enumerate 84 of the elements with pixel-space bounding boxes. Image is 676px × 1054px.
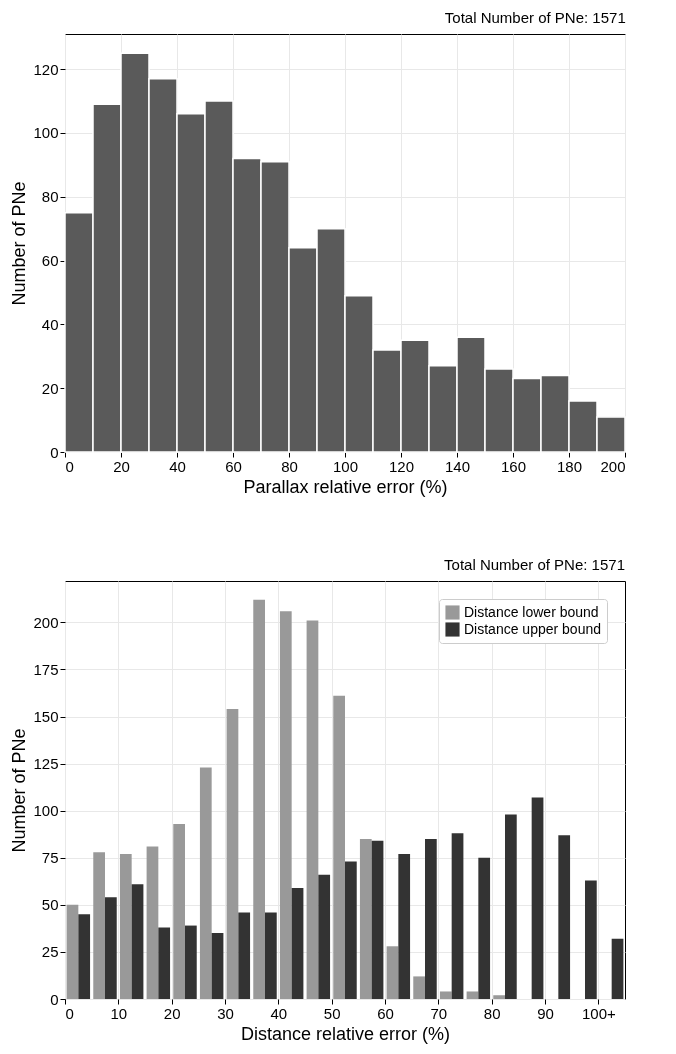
x-tick-label: 0 <box>65 457 74 475</box>
x-tick-label: 180 <box>556 457 583 475</box>
bar <box>318 874 331 999</box>
x-tick-label: 200 <box>600 457 626 475</box>
bar <box>493 995 505 999</box>
y-axis-title: Number of PNe <box>9 181 30 306</box>
x-tick-label: 90 <box>537 1004 554 1022</box>
bar <box>211 933 224 999</box>
y-tick-label: 0 <box>50 990 59 1008</box>
bar <box>78 914 91 999</box>
bar <box>345 861 357 999</box>
bar <box>505 814 517 999</box>
chart-title: Total Number of PNe: 1571 <box>444 9 626 26</box>
y-tick-label: 60 <box>41 252 59 270</box>
x-tick-label: 60 <box>377 1004 394 1022</box>
y-tick-label: 120 <box>33 60 59 78</box>
y-axis-title: Number of PNe <box>9 728 30 853</box>
bar <box>611 938 624 999</box>
x-tick-label: 120 <box>388 457 415 475</box>
y-tick-label: 125 <box>33 755 59 773</box>
bar <box>146 846 159 999</box>
bar <box>333 695 345 999</box>
x-tick-label: 100+ <box>581 1004 616 1022</box>
bar <box>265 912 277 999</box>
bar <box>425 838 437 999</box>
bar <box>131 884 144 999</box>
bar <box>291 887 304 999</box>
legend-label: Distance upper bound <box>464 620 601 637</box>
x-tick-label: 10 <box>110 1004 128 1022</box>
x-tick-label: 30 <box>217 1004 234 1022</box>
x-axis-title: Distance relative error (%) <box>240 1023 451 1044</box>
y-tick-label: 80 <box>41 188 59 206</box>
y-tick-label: 150 <box>33 708 59 726</box>
x-tick-label: 100 <box>332 457 359 475</box>
y-tick-label: 40 <box>41 315 59 333</box>
y-tick-label: 25 <box>41 943 59 961</box>
bar <box>119 854 132 999</box>
x-tick-label: 80 <box>483 1004 501 1022</box>
bar <box>585 880 597 999</box>
x-axis-title: Parallax relative error (%) <box>243 476 448 497</box>
x-tick-label: 80 <box>281 457 298 475</box>
bar <box>413 976 425 999</box>
bar <box>253 599 265 999</box>
y-tick-label: 20 <box>41 379 59 397</box>
bar <box>371 840 384 999</box>
bar <box>66 904 79 999</box>
chart-title: Total Number of PNe: 1571 <box>444 556 625 573</box>
x-tick-label: 60 <box>225 457 242 475</box>
x-tick-label: 140 <box>444 457 471 475</box>
y-tick-label: 200 <box>33 613 59 631</box>
bar <box>199 767 212 999</box>
bar <box>279 611 292 999</box>
x-tick-label: 40 <box>270 1004 288 1022</box>
bar <box>238 912 251 999</box>
y-tick-label: 100 <box>33 124 59 142</box>
bar <box>386 946 399 999</box>
x-tick-label: 20 <box>163 1004 181 1022</box>
y-tick-label: 75 <box>41 849 59 867</box>
bar <box>359 838 372 999</box>
x-tick-label: 40 <box>169 457 186 475</box>
bar <box>185 925 197 999</box>
bar <box>398 854 411 999</box>
y-tick-label: 50 <box>41 896 59 914</box>
bar <box>93 852 105 999</box>
x-tick-label: 160 <box>500 457 527 475</box>
bar <box>105 897 117 999</box>
y-tick-label: 0 <box>50 443 59 461</box>
bar <box>466 991 479 999</box>
bar <box>478 857 491 999</box>
bar <box>451 833 464 999</box>
bar <box>173 823 185 999</box>
bar <box>439 991 452 999</box>
y-tick-label: 100 <box>33 802 59 820</box>
x-tick-label: 0 <box>65 1004 74 1022</box>
y-tick-label: 175 <box>33 661 59 678</box>
bar <box>158 927 171 999</box>
bar <box>306 620 319 999</box>
x-tick-label: 50 <box>323 1004 341 1022</box>
bar <box>558 835 571 999</box>
x-tick-label: 20 <box>113 457 130 475</box>
legend-label: Distance lower bound <box>464 603 599 620</box>
bar <box>531 797 544 999</box>
bar <box>226 709 239 999</box>
x-tick-label: 70 <box>430 1004 448 1022</box>
